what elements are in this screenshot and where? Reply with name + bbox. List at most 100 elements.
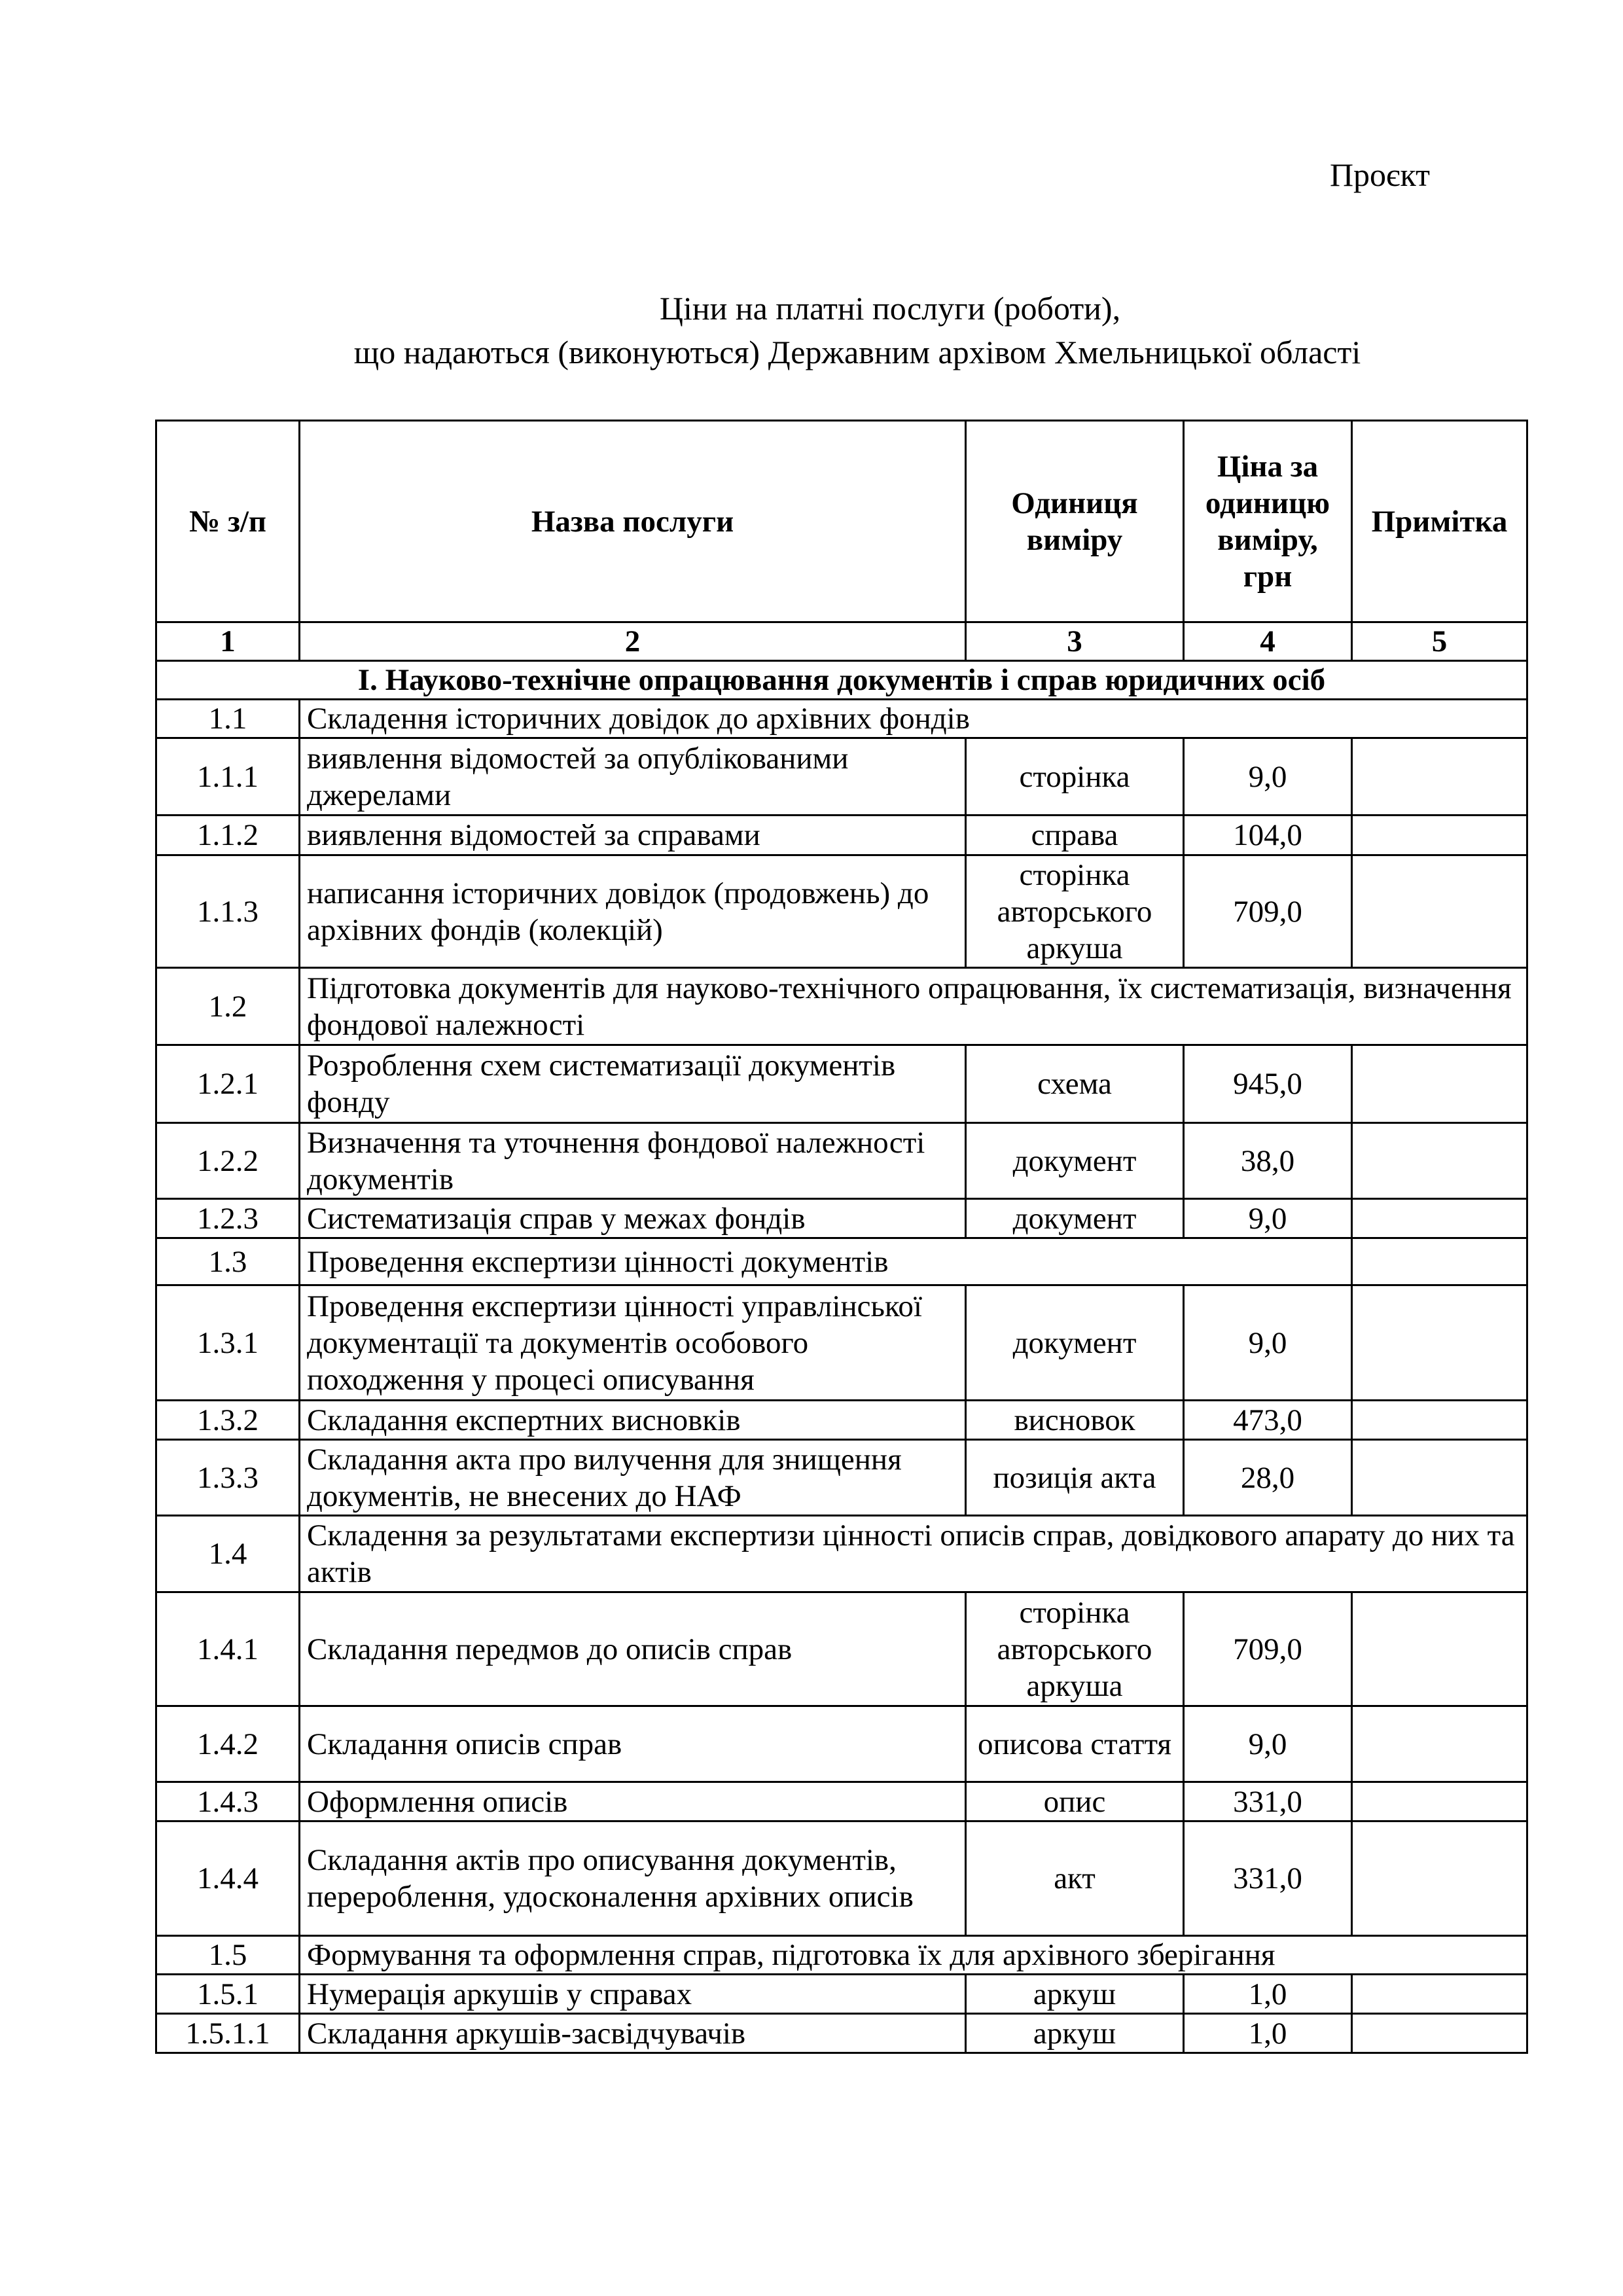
price-cell: 104,0: [1183, 814, 1353, 856]
header-price: Ціна за одиницю виміру, грн: [1183, 420, 1353, 623]
service-name: Оформлення описів: [298, 1781, 967, 1822]
row-number: 1.2.3: [155, 1198, 300, 1239]
row-number: 1.4.4: [155, 1820, 300, 1937]
header-note: Примітка: [1351, 420, 1528, 623]
draft-label: Проєкт: [1329, 156, 1430, 193]
note-cell: [1351, 1044, 1528, 1124]
group-title: Підготовка документів для науково-техніч…: [298, 967, 1528, 1046]
note-cell: [1351, 1820, 1528, 1937]
group-title: Проведення експертизи цінності документі…: [298, 1237, 1353, 1286]
table-row: 1.5.1.1 Складання аркушів-засвідчувачів ар…: [155, 2013, 1528, 2054]
unit-cell: сторінка авторського аркуша: [965, 854, 1185, 969]
table-row: 1.1.3 написання історичних довідок (продо…: [155, 854, 1528, 969]
unit-cell: аркуш: [965, 2013, 1185, 2054]
note-cell: [1351, 1122, 1528, 1200]
note-cell: [1351, 1705, 1528, 1783]
unit-cell: документ: [965, 1122, 1185, 1200]
service-name: Визначення та уточнення фондової належно…: [298, 1122, 967, 1200]
price-cell: 9,0: [1183, 1198, 1353, 1239]
price-cell: 1,0: [1183, 2013, 1353, 2054]
group-title: Складення історичних довідок до архівних…: [298, 698, 1528, 739]
group-row: 1.3 Проведення експертизи цінності докуме…: [155, 1237, 1528, 1286]
price-table: № з/п Назва послуги Одиниця виміру Ціна …: [155, 420, 1528, 2054]
row-number: 1.1.3: [155, 854, 300, 969]
row-number: 1.4.2: [155, 1705, 300, 1783]
price-cell: 9,0: [1183, 737, 1353, 816]
price-cell: 9,0: [1183, 1284, 1353, 1401]
row-number: 1.4: [155, 1515, 300, 1593]
price-cell: 945,0: [1183, 1044, 1353, 1124]
header-number: № з/п: [155, 420, 300, 623]
row-number: 1.2.1: [155, 1044, 300, 1124]
price-cell: 473,0: [1183, 1399, 1353, 1441]
row-number: 1.2.2: [155, 1122, 300, 1200]
note-cell: [1351, 1284, 1528, 1401]
note-cell: [1351, 1237, 1528, 1286]
title-line-1: Ціни на платні послуги (роботи),: [659, 290, 1121, 327]
row-number: 1.1.1: [155, 737, 300, 816]
note-cell: [1351, 1198, 1528, 1239]
table-row: 1.4.4 Складання актів про описування доку…: [155, 1820, 1528, 1937]
row-number: 1.3.2: [155, 1399, 300, 1441]
group-row: 1.2 Підготовка документів для науково-тех…: [155, 967, 1528, 1046]
unit-cell: документ: [965, 1284, 1185, 1401]
title-line-2: що надаються (виконуються) Державним арх…: [353, 334, 1361, 370]
row-number: 1.5.1.1: [155, 2013, 300, 2054]
service-name: Складання експертних висновків: [298, 1399, 967, 1441]
table-row: 1.2.1 Розроблення схем систематизації док…: [155, 1044, 1528, 1124]
group-row: 1.5 Формування та оформлення справ, підго…: [155, 1935, 1528, 1975]
table-row: 1.3.1 Проведення експертизи цінності упра…: [155, 1284, 1528, 1401]
row-number: 1.3.1: [155, 1284, 300, 1401]
row-number: 1.5.1: [155, 1973, 300, 2015]
price-cell: 28,0: [1183, 1439, 1353, 1516]
row-number: 1.4.3: [155, 1781, 300, 1822]
table-row: 1.4.3 Оформлення описів опис 331,0: [155, 1781, 1528, 1822]
note-cell: [1351, 854, 1528, 969]
table-row: 1.4.1 Складання передмов до описів справ с…: [155, 1591, 1528, 1707]
table-row: 1.1.1 виявлення відомостей за опублікован…: [155, 737, 1528, 816]
service-name: написання історичних довідок (продовжень…: [298, 854, 967, 969]
service-name: Складання аркушів-засвідчувачів: [298, 2013, 967, 2054]
unit-cell: описова стаття: [965, 1705, 1185, 1783]
service-name: Складання акта про вилучення для знищенн…: [298, 1439, 967, 1516]
unit-cell: документ: [965, 1198, 1185, 1239]
group-title: Складення за результатами експертизи цін…: [298, 1515, 1528, 1593]
document-title: Ціни на платні послуги (роботи), що нада…: [0, 287, 1623, 374]
note-cell: [1351, 1399, 1528, 1441]
table-row: 1.2.2 Визначення та уточнення фондової на…: [155, 1122, 1528, 1200]
service-name: виявлення відомостей за опублікованими д…: [298, 737, 967, 816]
table-row: 1.2.3 Систематизація справ у межах фондів…: [155, 1198, 1528, 1239]
service-name: Складання описів справ: [298, 1705, 967, 1783]
row-number: 1.3: [155, 1237, 300, 1286]
table-row: 1.3.2 Складання експертних висновків висно…: [155, 1399, 1528, 1441]
service-name: Систематизація справ у межах фондів: [298, 1198, 967, 1239]
price-cell: 1,0: [1183, 1973, 1353, 2015]
price-cell: 9,0: [1183, 1705, 1353, 1783]
row-number: 1.1: [155, 698, 300, 739]
unit-cell: сторінка авторського аркуша: [965, 1591, 1185, 1707]
note-cell: [1351, 814, 1528, 856]
column-number: 2: [298, 621, 967, 662]
service-name: виявлення відомостей за справами: [298, 814, 967, 856]
unit-cell: позиція акта: [965, 1439, 1185, 1516]
note-cell: [1351, 737, 1528, 816]
table-row: 1.1.2 виявлення відомостей за справами спр…: [155, 814, 1528, 856]
column-number: 3: [965, 621, 1185, 662]
section-row: І. Науково-технічне опрацювання документ…: [155, 660, 1528, 700]
table-row: 1.5.1 Нумерація аркушів у справах аркуш 1,0: [155, 1973, 1528, 2015]
group-row: 1.1 Складення історичних довідок до архів…: [155, 698, 1528, 739]
unit-cell: схема: [965, 1044, 1185, 1124]
row-number: 1.2: [155, 967, 300, 1046]
table-row: 1.4.2 Складання описів справ описова статт…: [155, 1705, 1528, 1783]
service-name: Складання актів про описування документі…: [298, 1820, 967, 1937]
price-cell: 709,0: [1183, 1591, 1353, 1707]
note-cell: [1351, 1591, 1528, 1707]
price-cell: 38,0: [1183, 1122, 1353, 1200]
group-title: Формування та оформлення справ, підготов…: [298, 1935, 1528, 1975]
group-row: 1.4 Складення за результатами експертизи …: [155, 1515, 1528, 1593]
row-number: 1.3.3: [155, 1439, 300, 1516]
table-row: 1.3.3 Складання акта про вилучення для зн…: [155, 1439, 1528, 1516]
note-cell: [1351, 1973, 1528, 2015]
service-name: Розроблення схем систематизації документ…: [298, 1044, 967, 1124]
column-number: 4: [1183, 621, 1353, 662]
